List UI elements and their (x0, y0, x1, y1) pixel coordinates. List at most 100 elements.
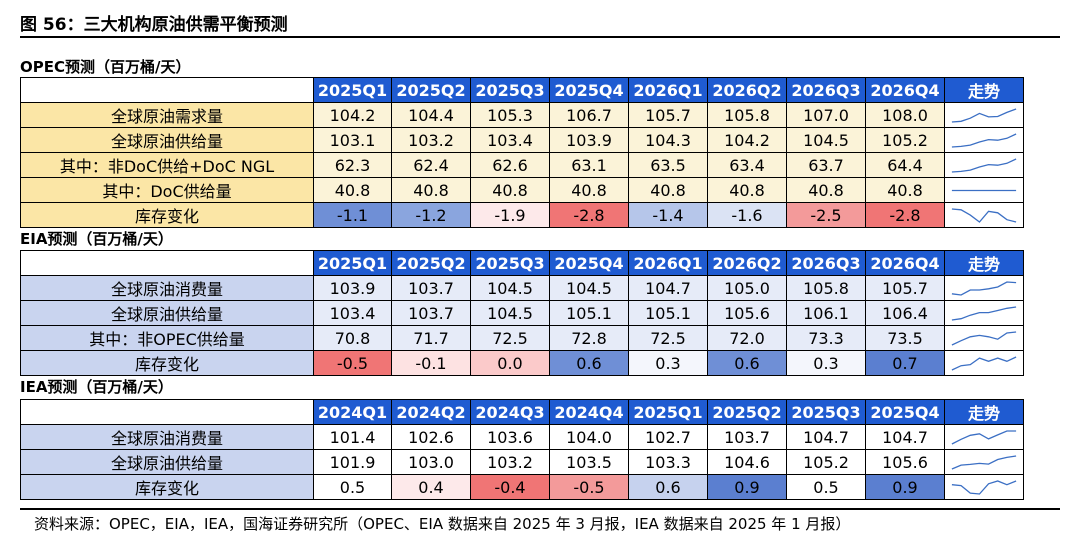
value-cell: 0.9 (707, 474, 787, 500)
value-cell: 104.5 (786, 127, 866, 153)
table-row: 全球原油供给量 101.9 103.0 103.2 103.5 103.3 104.6 105… (20, 449, 1024, 475)
value-cell: 0.6 (707, 350, 787, 376)
sparkline-line (951, 107, 1017, 123)
figure-title: 图 56：三大机构原油供需平衡预测 (20, 15, 288, 35)
title-rule (20, 36, 1060, 38)
value-cell: 0.5 (313, 474, 392, 500)
sparkline-line (951, 479, 1017, 495)
trend-cell (944, 424, 1024, 450)
footer-rule (20, 508, 1060, 510)
eia-table: 2025Q1 2025Q2 2025Q3 2025Q4 2026Q1 2026Q2 2026… (20, 250, 1024, 376)
sparkline (951, 189, 1017, 191)
opec-section-title: OPEC预测（百万桶/天） (20, 58, 191, 76)
header-row: 2024Q1 2024Q2 2024Q3 2024Q4 2025Q1 2025Q2 2025… (20, 399, 1024, 425)
value-cell: 103.0 (391, 449, 471, 475)
sparkline (951, 280, 1017, 296)
row-label: 库存变化 (20, 202, 314, 228)
period-header: 2024Q3 (470, 399, 550, 425)
iea-section-title: IEA预测（百万桶/天） (20, 378, 173, 396)
value-cell: 105.7 (865, 275, 945, 301)
table-row: 其中：非DoC供给+DoC NGL 62.3 62.4 62.6 63.1 63.5 63.… (20, 152, 1024, 178)
value-cell: 104.6 (707, 449, 787, 475)
sparkline-line (951, 429, 1017, 445)
value-cell: 105.0 (707, 275, 787, 301)
value-cell: 72.5 (470, 325, 550, 351)
period-header: 2025Q3 (470, 77, 550, 103)
row-label: 全球原油消费量 (20, 275, 314, 301)
table-row: 全球原油供给量 103.4 103.7 104.5 105.1 105.1 105.6 106… (20, 300, 1024, 326)
header-row: 2025Q1 2025Q2 2025Q3 2025Q4 2026Q1 2026Q2 2026… (20, 77, 1024, 103)
value-cell: 105.2 (786, 449, 866, 475)
table-row: 其中：DoC供给量 40.8 40.8 40.8 40.8 40.8 40.8 40.8 40.… (20, 177, 1024, 203)
period-header: 2026Q4 (865, 250, 945, 276)
period-header: 2025Q2 (391, 77, 471, 103)
table-row: 全球原油消费量 103.9 103.7 104.5 104.5 104.7 105.0 105… (20, 275, 1024, 301)
value-cell: 103.5 (549, 449, 629, 475)
value-cell: 104.7 (786, 424, 866, 450)
row-label: 全球原油需求量 (20, 102, 314, 128)
value-cell: 104.2 (707, 127, 787, 153)
period-header: 2026Q3 (786, 77, 866, 103)
trend-header: 走势 (944, 250, 1024, 276)
sparkline-line (951, 207, 1017, 223)
sparkline (951, 454, 1017, 470)
period-header: 2025Q2 (707, 399, 787, 425)
value-cell: 64.4 (865, 152, 945, 178)
value-cell: 105.1 (549, 300, 629, 326)
value-cell: 104.4 (391, 102, 471, 128)
value-cell: 107.0 (786, 102, 866, 128)
iea-table: 2024Q1 2024Q2 2024Q3 2024Q4 2025Q1 2025Q2 2025… (20, 399, 1024, 500)
value-cell: 102.7 (628, 424, 708, 450)
value-cell: 103.2 (470, 449, 550, 475)
value-cell: 0.7 (865, 350, 945, 376)
sparkline-line (951, 305, 1017, 321)
value-cell: 105.6 (865, 449, 945, 475)
value-cell: 40.8 (707, 177, 787, 203)
source-note: 资料来源：OPEC，EIA，IEA，国海证券研究所（OPEC、EIA 数据来自 … (34, 515, 851, 533)
value-cell: 62.3 (313, 152, 392, 178)
value-cell: -0.1 (391, 350, 471, 376)
period-header: 2025Q3 (470, 250, 550, 276)
trend-cell (944, 177, 1024, 203)
sparkline-line (951, 454, 1017, 470)
sparkline (951, 207, 1017, 223)
value-cell: 103.4 (313, 300, 392, 326)
value-cell: 70.8 (313, 325, 392, 351)
opec-table: 2025Q1 2025Q2 2025Q3 2025Q4 2026Q1 2026Q2 2026… (20, 77, 1024, 228)
sparkline (951, 429, 1017, 445)
period-header: 2026Q4 (865, 77, 945, 103)
value-cell: 0.0 (470, 350, 550, 376)
value-cell: -2.8 (549, 202, 629, 228)
value-cell: 103.3 (628, 449, 708, 475)
value-cell: 63.1 (549, 152, 629, 178)
sparkline (951, 157, 1017, 173)
value-cell: 104.7 (628, 275, 708, 301)
period-header: 2025Q4 (865, 399, 945, 425)
trend-cell (944, 127, 1024, 153)
value-cell: 62.4 (391, 152, 471, 178)
sparkline (951, 305, 1017, 321)
value-cell: 103.9 (313, 275, 392, 301)
row-label: 全球原油供给量 (20, 300, 314, 326)
value-cell: 0.3 (786, 350, 866, 376)
value-cell: 105.3 (470, 102, 550, 128)
value-cell: 40.8 (786, 177, 866, 203)
row-label: 全球原油供给量 (20, 127, 314, 153)
header-row: 2025Q1 2025Q2 2025Q3 2025Q4 2026Q1 2026Q2 2026… (20, 250, 1024, 276)
value-cell: 101.9 (313, 449, 392, 475)
trend-cell (944, 202, 1024, 228)
value-cell: 104.3 (628, 127, 708, 153)
value-cell: -1.9 (470, 202, 550, 228)
value-cell: -0.4 (470, 474, 550, 500)
table-row: 全球原油需求量 104.2 104.4 105.3 106.7 105.7 105.8 107… (20, 102, 1024, 128)
value-cell: 103.4 (470, 127, 550, 153)
period-header: 2025Q1 (313, 77, 392, 103)
trend-cell (944, 300, 1024, 326)
value-cell: 0.6 (549, 350, 629, 376)
value-cell: 108.0 (865, 102, 945, 128)
header-blank-cell (20, 399, 314, 425)
trend-cell (944, 474, 1024, 500)
value-cell: 102.6 (391, 424, 471, 450)
value-cell: 106.7 (549, 102, 629, 128)
value-cell: -1.6 (707, 202, 787, 228)
